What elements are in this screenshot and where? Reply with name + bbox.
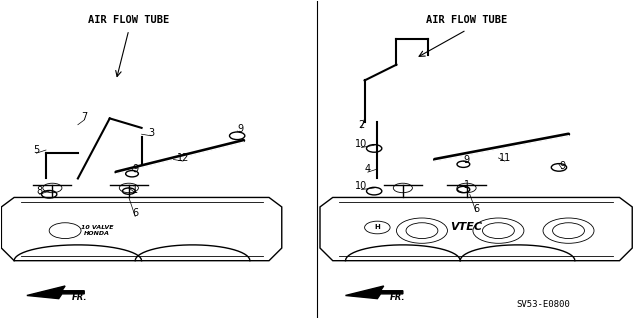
Text: 10 VALVE: 10 VALVE bbox=[81, 225, 113, 230]
Text: 10: 10 bbox=[355, 139, 367, 149]
Text: 9: 9 bbox=[463, 154, 470, 165]
Text: 9: 9 bbox=[237, 124, 243, 135]
Text: 9: 9 bbox=[132, 164, 138, 174]
Text: 12: 12 bbox=[177, 153, 189, 163]
Text: SV53-E0800: SV53-E0800 bbox=[516, 300, 570, 309]
Text: 10: 10 bbox=[355, 182, 367, 191]
Text: 6: 6 bbox=[132, 208, 138, 218]
Text: AIR FLOW TUBE: AIR FLOW TUBE bbox=[88, 15, 170, 26]
Text: 9: 9 bbox=[559, 161, 565, 171]
Polygon shape bbox=[27, 286, 84, 299]
Text: AIR FLOW TUBE: AIR FLOW TUBE bbox=[426, 15, 507, 26]
Text: 8: 8 bbox=[36, 186, 43, 196]
Text: 4: 4 bbox=[365, 164, 371, 174]
Text: 5: 5 bbox=[33, 145, 40, 155]
Polygon shape bbox=[346, 286, 403, 299]
Text: FR.: FR. bbox=[390, 293, 406, 301]
Text: VTEC: VTEC bbox=[451, 222, 483, 233]
Text: 6: 6 bbox=[473, 204, 479, 213]
Text: 3: 3 bbox=[148, 128, 154, 137]
Text: 7: 7 bbox=[81, 112, 87, 122]
Text: HONDA: HONDA bbox=[84, 231, 110, 236]
Text: FR.: FR. bbox=[72, 293, 87, 301]
Text: 1: 1 bbox=[463, 180, 470, 190]
Text: 1: 1 bbox=[132, 184, 138, 195]
Text: 11: 11 bbox=[499, 153, 511, 163]
Text: H: H bbox=[374, 225, 380, 231]
Text: 2: 2 bbox=[358, 120, 365, 130]
